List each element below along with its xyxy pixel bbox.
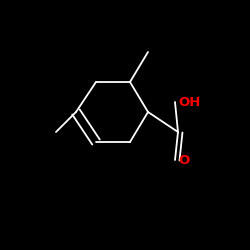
Text: O: O <box>178 154 189 166</box>
Text: OH: OH <box>178 96 201 108</box>
